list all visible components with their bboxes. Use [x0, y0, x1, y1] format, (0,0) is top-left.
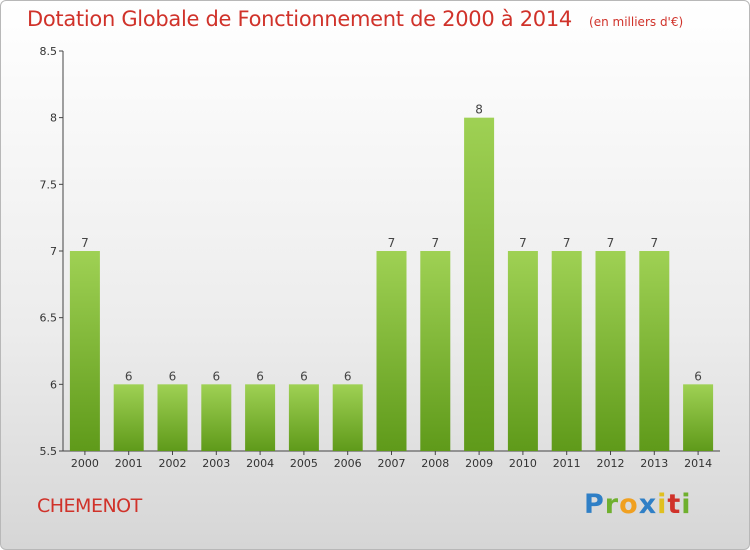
x-tick-label: 2001 [115, 457, 143, 470]
bar [113, 384, 144, 451]
x-tick-label: 2000 [71, 457, 99, 470]
data-label: 7 [563, 236, 571, 250]
data-label: 6 [125, 369, 133, 383]
bar [420, 251, 451, 451]
data-label: 6 [300, 369, 308, 383]
y-tick-label: 8 [50, 112, 57, 125]
logo-letter: x [638, 489, 658, 520]
x-tick-label: 2011 [553, 457, 581, 470]
y-tick-label: 7 [50, 245, 57, 258]
labels: 7 2000 6 2001 6 2002 6 2003 6 2004 6 2005 6 2006 7 2007… [71, 103, 712, 470]
x-tick-label: 2010 [509, 457, 537, 470]
data-label: 7 [388, 236, 396, 250]
bars [69, 117, 714, 452]
bar [245, 384, 276, 451]
data-label: 7 [650, 236, 658, 250]
proxiti-logo: Proxiti [584, 489, 692, 520]
data-label: 7 [431, 236, 439, 250]
x-tick-label: 2003 [202, 457, 230, 470]
bar [507, 251, 538, 451]
logo-letter: i [657, 489, 668, 520]
bar [595, 251, 626, 451]
bar [201, 384, 232, 451]
x-tick-label: 2013 [640, 457, 668, 470]
x-tick-label: 2006 [334, 457, 362, 470]
data-label: 6 [256, 369, 264, 383]
bar [332, 384, 363, 451]
y-tick-label: 5.5 [40, 445, 58, 458]
logo-letter: o [619, 489, 639, 520]
bar [288, 384, 319, 451]
commune-name: CHEMENOT [37, 495, 142, 517]
logo-letter: i [681, 489, 692, 520]
data-label: 7 [607, 236, 615, 250]
data-label: 8 [475, 103, 483, 117]
y-tick-label: 8.5 [40, 45, 58, 58]
bar [683, 384, 714, 451]
x-tick-label: 2005 [290, 457, 318, 470]
data-label: 6 [169, 369, 177, 383]
y-tick-label: 6.5 [40, 312, 58, 325]
title-row: Dotation Globale de Fonctionnement de 20… [27, 7, 683, 31]
x-tick-label: 2007 [378, 457, 406, 470]
data-label: 6 [212, 369, 220, 383]
x-tick-label: 2014 [684, 457, 712, 470]
bar [639, 251, 670, 451]
bar [551, 251, 582, 451]
y-tick-label: 6 [50, 378, 57, 391]
bar [69, 251, 100, 451]
x-tick-label: 2012 [597, 457, 625, 470]
y-tick-label: 7.5 [40, 178, 58, 191]
logo-letter: r [604, 489, 620, 520]
data-label: 6 [344, 369, 352, 383]
bar [376, 251, 407, 451]
x-tick-label: 2002 [159, 457, 187, 470]
chart-unit-label: (en milliers d'€) [589, 15, 684, 29]
data-label: 7 [519, 236, 527, 250]
logo-letter: t [667, 489, 682, 520]
bar [464, 117, 495, 452]
x-tick-label: 2004 [246, 457, 274, 470]
x-tick-label: 2008 [421, 457, 449, 470]
data-label: 7 [81, 236, 89, 250]
logo-letter: P [584, 489, 605, 520]
bar [157, 384, 188, 451]
x-tick-label: 2009 [465, 457, 493, 470]
chart-title: Dotation Globale de Fonctionnement de 20… [27, 7, 572, 31]
data-label: 6 [694, 369, 702, 383]
